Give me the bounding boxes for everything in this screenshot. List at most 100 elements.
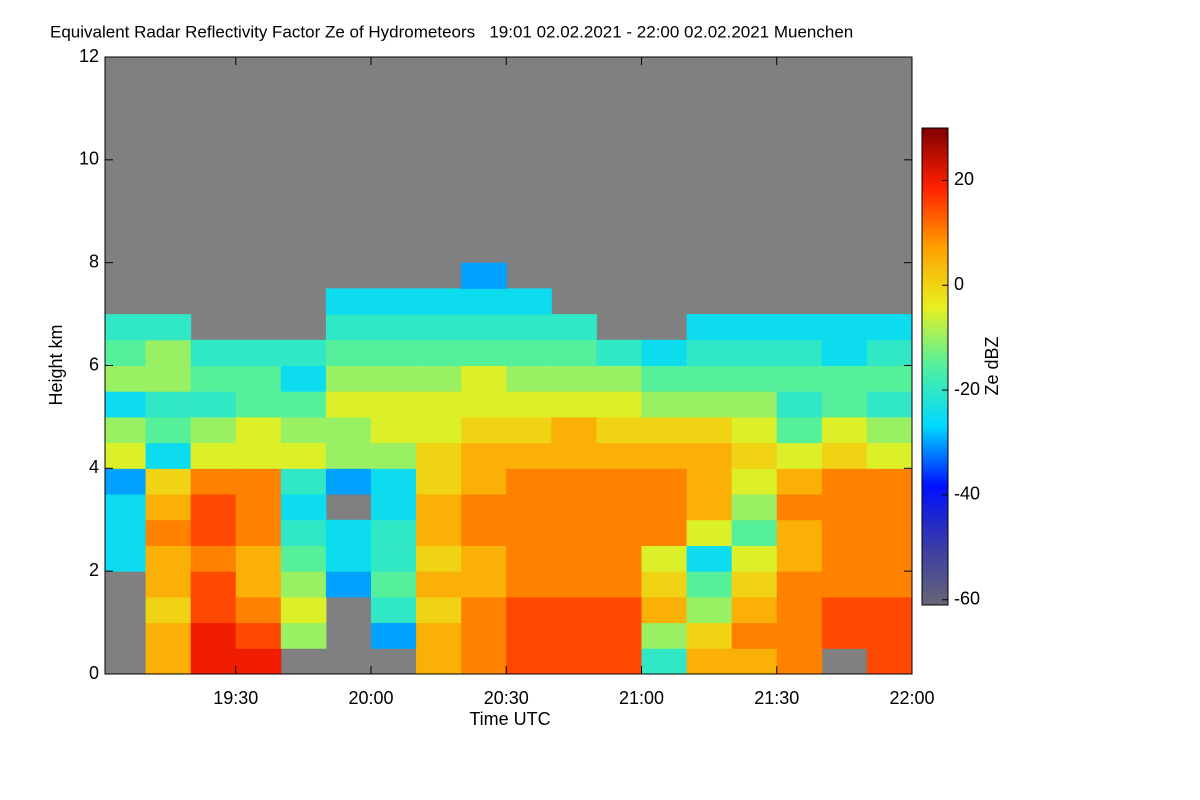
heatmap-cell bbox=[776, 494, 823, 521]
heatmap-cell bbox=[551, 365, 597, 392]
heatmap-cell bbox=[145, 494, 192, 521]
heatmap-cell bbox=[105, 494, 147, 521]
heatmap-cell bbox=[325, 365, 372, 392]
heatmap-cell bbox=[821, 314, 868, 341]
heatmap-cell bbox=[821, 545, 868, 572]
x-tick-label: 20:30 bbox=[484, 688, 529, 708]
heatmap-cell bbox=[145, 391, 192, 418]
heatmap-cell bbox=[551, 519, 597, 546]
heatmap-cell bbox=[596, 622, 642, 649]
y-tick-label: 4 bbox=[89, 457, 99, 477]
heatmap-cell bbox=[105, 391, 147, 418]
heatmap-cell bbox=[506, 442, 552, 469]
heatmap-cell bbox=[866, 365, 912, 392]
heatmap-cell bbox=[235, 519, 282, 546]
y-tick-label: 0 bbox=[89, 663, 99, 683]
heatmap-cell bbox=[821, 494, 868, 521]
heatmap-cell bbox=[416, 571, 462, 598]
heatmap-cell bbox=[506, 339, 552, 366]
heatmap-cell bbox=[416, 288, 462, 315]
heatmap-cell bbox=[866, 648, 912, 674]
heatmap-cell bbox=[105, 339, 147, 366]
y-tick-label: 12 bbox=[79, 46, 99, 66]
x-tick-label: 21:30 bbox=[754, 688, 799, 708]
heatmap-cell bbox=[641, 571, 688, 598]
colorbar bbox=[921, 127, 949, 606]
heatmap-cell bbox=[686, 622, 733, 649]
heatmap-cell bbox=[280, 596, 327, 624]
heatmap-cell bbox=[731, 468, 778, 495]
heatmap-cell bbox=[105, 545, 147, 572]
heatmap-cell bbox=[821, 365, 868, 392]
heatmap-cell bbox=[596, 571, 642, 598]
heatmap-cell bbox=[105, 314, 147, 341]
heatmap-cell bbox=[190, 648, 237, 674]
y-axis-label: Height km bbox=[46, 324, 66, 405]
heatmap-cell bbox=[145, 545, 192, 572]
heatmap-cell bbox=[416, 468, 462, 495]
heatmap-cell bbox=[731, 416, 778, 444]
heatmap-cell bbox=[235, 339, 282, 366]
heatmap-cell bbox=[731, 314, 778, 341]
heatmap-cell bbox=[686, 314, 733, 341]
heatmap-cell bbox=[461, 262, 507, 289]
colorbar-tick-label: 0 bbox=[954, 274, 964, 294]
heatmap-cell bbox=[105, 416, 147, 444]
heatmap-cell bbox=[776, 416, 823, 444]
heatmap-cell bbox=[416, 494, 462, 521]
heatmap-cell bbox=[641, 596, 688, 624]
heatmap-cell bbox=[731, 339, 778, 366]
heatmap-cell bbox=[506, 314, 552, 341]
heatmap-cell bbox=[506, 365, 552, 392]
heatmap-cell bbox=[190, 391, 237, 418]
heatmap-cell bbox=[506, 648, 552, 674]
heatmap-cell bbox=[416, 596, 462, 624]
heatmap-cell bbox=[105, 365, 147, 392]
heatmap-cell bbox=[506, 494, 552, 521]
heatmap-cell bbox=[551, 442, 597, 469]
heatmap-cell bbox=[686, 416, 733, 444]
heatmap-cell bbox=[461, 314, 507, 341]
heatmap-cell bbox=[370, 596, 417, 624]
y-tick-label: 8 bbox=[89, 251, 99, 271]
heatmap-cell bbox=[776, 622, 823, 649]
heatmap-cell bbox=[145, 339, 192, 366]
heatmap-cell bbox=[235, 468, 282, 495]
heatmap-cell bbox=[506, 519, 552, 546]
heatmap-cell bbox=[325, 416, 372, 444]
heatmap-cell bbox=[145, 442, 192, 469]
heatmap-cell bbox=[596, 468, 642, 495]
heatmap-cell bbox=[596, 494, 642, 521]
heatmap-cell bbox=[821, 622, 868, 649]
heatmap-cell bbox=[461, 288, 507, 315]
heatmap-cell bbox=[416, 391, 462, 418]
heatmap-cell bbox=[370, 288, 417, 315]
heatmap-cell bbox=[370, 314, 417, 341]
x-tick-label: 19:30 bbox=[213, 688, 258, 708]
heatmap-cell bbox=[461, 545, 507, 572]
heatmap-cell bbox=[461, 622, 507, 649]
heatmap-cell bbox=[280, 442, 327, 469]
heatmap-cell bbox=[325, 314, 372, 341]
colorbar-tick-label: -20 bbox=[954, 379, 980, 399]
heatmap-cell bbox=[641, 416, 688, 444]
heatmap-cell bbox=[686, 339, 733, 366]
heatmap-cell bbox=[145, 571, 192, 598]
colorbar-tick-label: 20 bbox=[954, 169, 974, 189]
heatmap-cell bbox=[641, 391, 688, 418]
heatmap-cell bbox=[731, 494, 778, 521]
heatmap-cell bbox=[641, 519, 688, 546]
heatmap-cell bbox=[776, 391, 823, 418]
heatmap-cell bbox=[370, 468, 417, 495]
heatmap-cell bbox=[461, 596, 507, 624]
heatmap-cell bbox=[731, 648, 778, 674]
heatmap-cell bbox=[370, 622, 417, 649]
heatmap-cell bbox=[506, 391, 552, 418]
colorbar-tick-label: -60 bbox=[954, 589, 980, 609]
heatmap-cell bbox=[866, 571, 912, 598]
heatmap-cell bbox=[641, 339, 688, 366]
heatmap-cell bbox=[461, 391, 507, 418]
heatmap-cell bbox=[325, 442, 372, 469]
heatmap-cell bbox=[596, 596, 642, 624]
heatmap-cell bbox=[235, 365, 282, 392]
